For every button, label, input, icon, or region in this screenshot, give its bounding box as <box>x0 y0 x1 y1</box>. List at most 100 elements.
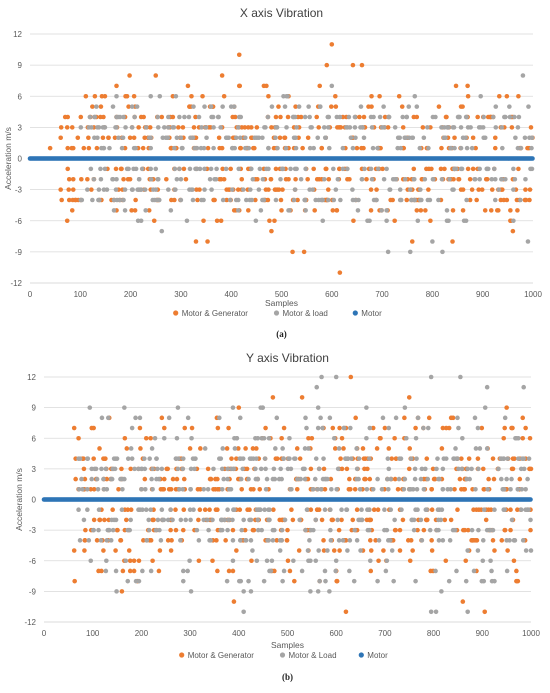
data-point-motor-load <box>350 145 356 151</box>
data-point-motor-generator <box>488 507 494 513</box>
data-point-motor-generator <box>501 197 507 203</box>
data-point-motor-generator <box>442 166 447 172</box>
data-point-motor-load <box>143 507 149 513</box>
data-point-motor-load <box>492 197 498 203</box>
data-point-motor-load <box>452 527 458 533</box>
data-point-motor-generator <box>187 446 193 451</box>
data-point-motor-load <box>411 527 417 533</box>
data-point-motor-generator <box>122 435 128 441</box>
data-point-motor-load <box>329 486 334 492</box>
data-point-motor-load <box>231 466 236 472</box>
data-point-motor-load <box>464 197 469 203</box>
data-point-motor-load <box>111 456 117 461</box>
data-point-motor-load <box>102 166 108 172</box>
data-point-motor-generator <box>85 176 90 182</box>
data-point-motor-load <box>407 187 413 192</box>
data-point-motor-load <box>292 456 297 461</box>
data-point-motor-load <box>414 486 420 492</box>
data-point-motor-load <box>237 415 243 421</box>
data-point-motor-generator <box>465 83 470 89</box>
data-point-motor-load <box>463 114 469 120</box>
data-point-motor-generator <box>297 456 303 461</box>
data-point-motor-load <box>399 507 404 513</box>
data-point-motor-generator <box>429 507 435 513</box>
data-point-motor-load <box>383 568 389 574</box>
data-point-motor-load <box>261 578 267 584</box>
data-point-motor-load <box>375 578 380 584</box>
data-point-motor-load <box>519 456 525 461</box>
data-point-motor-load <box>380 415 386 421</box>
data-point-motor-load <box>317 578 322 584</box>
data-point-motor-generator <box>282 135 288 141</box>
legend-marker-motor <box>358 652 364 658</box>
data-point-motor-load <box>153 527 159 533</box>
data-point-motor-load <box>242 145 248 151</box>
data-point-motor-generator <box>365 466 370 472</box>
data-point-motor-generator <box>364 176 369 182</box>
data-point-motor-load <box>414 104 420 109</box>
data-point-motor-load <box>118 476 123 482</box>
data-point-motor-load <box>419 538 425 543</box>
data-point-motor-generator <box>432 476 438 482</box>
data-point-motor-load <box>266 145 271 151</box>
data-point-motor-load <box>255 527 261 533</box>
data-point-motor-load <box>496 466 501 472</box>
data-point-motor-load <box>425 476 431 482</box>
data-point-motor-generator <box>65 166 71 172</box>
data-point-motor-load <box>80 486 85 492</box>
data-point-motor-load <box>273 135 278 141</box>
data-point-motor-load <box>172 145 177 151</box>
data-point-motor-load <box>459 166 465 172</box>
data-point-motor-load <box>92 466 97 472</box>
data-point-motor-load <box>523 548 529 553</box>
data-point-motor-generator <box>410 548 415 553</box>
data-point-motor-load <box>528 166 533 172</box>
data-point-motor-load <box>125 456 131 461</box>
data-point-motor-load <box>321 176 327 182</box>
data-point-motor-load <box>255 435 261 441</box>
x-tick-label: 0 <box>28 290 33 299</box>
data-point-motor-load <box>192 466 197 472</box>
data-point-motor-load <box>333 558 339 564</box>
data-point-motor-load <box>148 176 154 182</box>
data-point-motor-load <box>458 125 464 130</box>
data-point-motor-generator <box>429 166 434 172</box>
data-point-motor-load <box>204 135 209 141</box>
data-point-motor-generator <box>509 466 515 472</box>
data-point-motor-load <box>379 208 384 213</box>
data-point-motor-load <box>322 507 328 513</box>
data-point-motor-load <box>469 527 475 533</box>
data-point-motor-load <box>401 486 407 492</box>
data-point-motor-load <box>143 208 148 213</box>
data-point-motor-load <box>129 104 135 109</box>
data-point-motor-load <box>125 578 131 584</box>
data-point-motor-load <box>260 135 265 141</box>
data-point-motor-generator <box>426 415 432 421</box>
data-point-motor-load <box>492 176 498 182</box>
data-point-motor-generator <box>81 145 87 151</box>
data-point-motor-generator <box>457 476 463 482</box>
data-point-motor-generator <box>126 104 131 109</box>
data-point-motor-load <box>480 538 486 543</box>
y-tick-label: 12 <box>13 30 22 39</box>
data-point-motor-load <box>258 208 264 213</box>
data-point-motor-load <box>79 476 84 482</box>
data-point-motor-load <box>477 176 482 182</box>
data-point-motor-generator <box>440 425 446 431</box>
data-point-motor-load <box>374 197 379 203</box>
data-point-motor-generator <box>97 446 102 451</box>
data-point-motor-load <box>439 589 444 594</box>
data-point-motor-load <box>418 517 424 523</box>
data-point-motor-generator <box>161 476 167 482</box>
data-point-motor-load <box>317 104 323 109</box>
data-point-motor-load <box>444 208 450 213</box>
data-point-motor-load <box>96 197 101 203</box>
data-point-motor-load <box>277 538 283 543</box>
data-point-motor-load <box>262 507 267 513</box>
data-point-motor-load <box>455 456 460 461</box>
data-point-motor-load <box>443 135 448 141</box>
data-point-motor-generator <box>252 145 257 151</box>
data-point-motor-generator <box>465 527 471 533</box>
data-point-motor-load <box>207 538 212 543</box>
data-point-motor-generator <box>292 578 297 584</box>
